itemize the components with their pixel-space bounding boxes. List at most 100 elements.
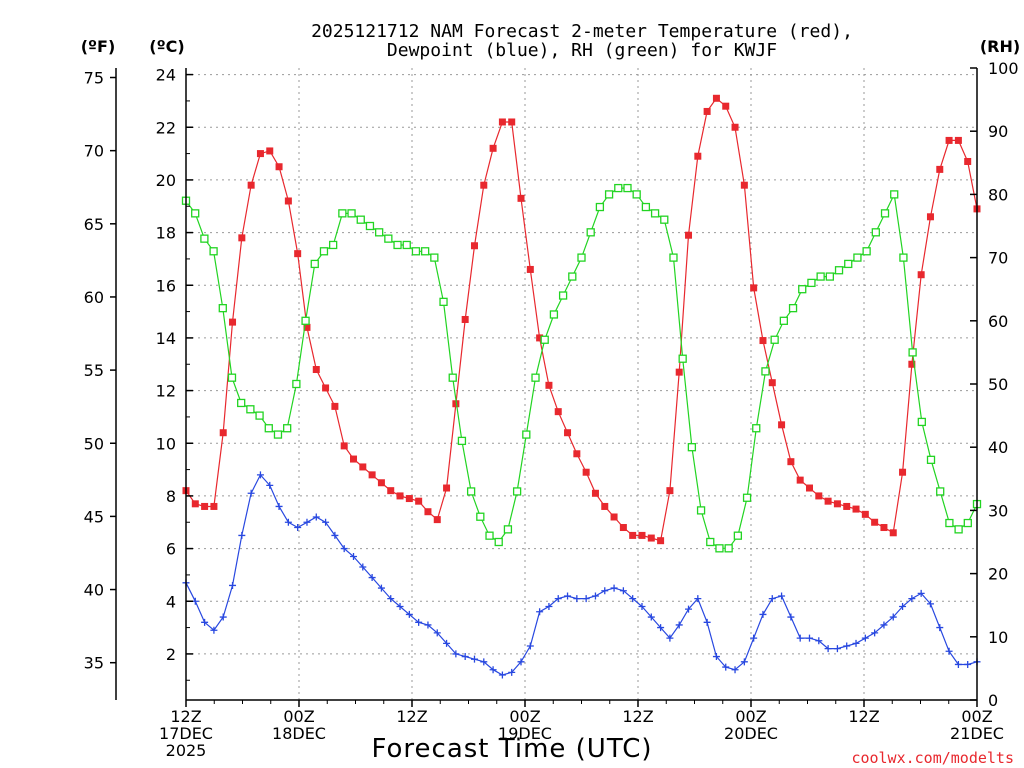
rh-point [926,455,936,464]
rh-point [724,544,733,553]
temperature-point [926,213,934,221]
dewpoint-point [582,595,590,603]
temperature-point [657,537,665,545]
x-tick-label: 21DEC [950,724,1004,743]
rh-point [641,202,651,212]
temperature-point [452,400,460,408]
dewpoint-point [564,592,572,600]
temperature-point [191,500,199,508]
temperature-point [601,502,609,510]
temperature-point [917,271,925,279]
temperature-point [889,529,897,537]
series-layer [181,94,982,679]
rh-point [834,266,844,275]
temperature-point [545,381,553,389]
fahrenheit-tick-label: 50 [84,434,104,453]
plot-area [186,68,977,700]
dewpoint-point [815,637,823,645]
dewpoint-point [256,471,264,479]
rh-point [237,398,246,408]
rh-point [283,424,292,433]
dewpoint-point [936,624,944,632]
rh-point [595,202,605,212]
temperature-point [322,384,330,392]
temperature-point [805,484,813,492]
dewpoint-point [275,502,283,510]
dewpoint-point [433,629,441,637]
temperature-point [703,107,711,115]
fahrenheit-tick-label: 60 [84,288,104,307]
rh-point [568,272,577,281]
temperature-point [359,463,367,471]
x-tick-label: 2025 [166,741,207,760]
temperature-point [331,402,339,410]
dewpoint-point [350,552,358,560]
rh-point [264,424,273,433]
dewpoint-point [294,524,302,532]
dewpoint-point [954,660,962,668]
temperature-point [647,534,655,542]
rh-point [715,544,724,553]
rh-point [871,228,880,237]
fahrenheit-tick-label: 65 [84,215,104,234]
rh-point [338,209,347,218]
temperature-point [461,315,469,323]
rh-point [301,316,310,325]
temperature-point [610,513,618,521]
dewpoint-point [740,658,748,666]
rh-point [292,379,301,389]
fahrenheit-tick-label: 35 [84,654,104,673]
rh-tick-label: 70 [988,249,1008,268]
rh-point [687,443,697,452]
dewpoint-point [303,518,311,526]
dewpoint-point [405,610,413,618]
temperature-point [591,489,599,497]
dewpoint-point [926,600,934,608]
celsius-tick-label: 14 [156,329,176,348]
rh-point [329,240,338,250]
rh-point [733,531,743,540]
x-tick-label: 17DEC [159,724,213,743]
dewpoint-point [229,581,237,589]
rh-point [466,487,476,496]
temperature-point [843,502,851,510]
dewpoint-point [387,595,395,603]
temperature-point [722,102,730,110]
dewpoint-point [759,610,767,618]
celsius-tick-label: 16 [156,276,176,295]
temperature-point [238,234,246,242]
dewpoint-point [331,531,339,539]
rh-tick-label: 0 [988,691,998,710]
rh-axis-title: (RH) [980,37,1020,56]
rh-point [604,190,614,199]
rh-point [200,234,209,243]
temperature-point [424,508,432,516]
series-rh [181,183,982,553]
temperature-point [815,492,823,500]
rh-point [678,354,687,363]
temperature-point [750,284,758,292]
rh-tick-label: 10 [988,628,1008,647]
rh-point [384,234,393,243]
rh-point [558,291,568,300]
rh-tick-label: 40 [988,438,1008,457]
dewpoint-point [238,531,246,539]
temperature-point [861,510,869,518]
dewpoint-point [536,608,544,616]
series-dewpoint [182,471,981,679]
rh-point [485,531,494,540]
rh-point [807,278,816,288]
rh-point [614,183,623,193]
temperature-point [899,468,907,476]
celsius-tick-label: 18 [156,224,176,243]
rh-point [586,228,595,237]
fahrenheit-axis-title: (ºF) [81,37,116,56]
rh-point [246,405,255,414]
rh-point [365,221,375,231]
dewpoint-point [573,595,581,603]
x-tick-label: 00Z [283,707,314,726]
temperature-point [564,429,572,437]
temperature-point [229,318,237,326]
rh-point [963,518,972,528]
temperature-point [508,118,516,126]
